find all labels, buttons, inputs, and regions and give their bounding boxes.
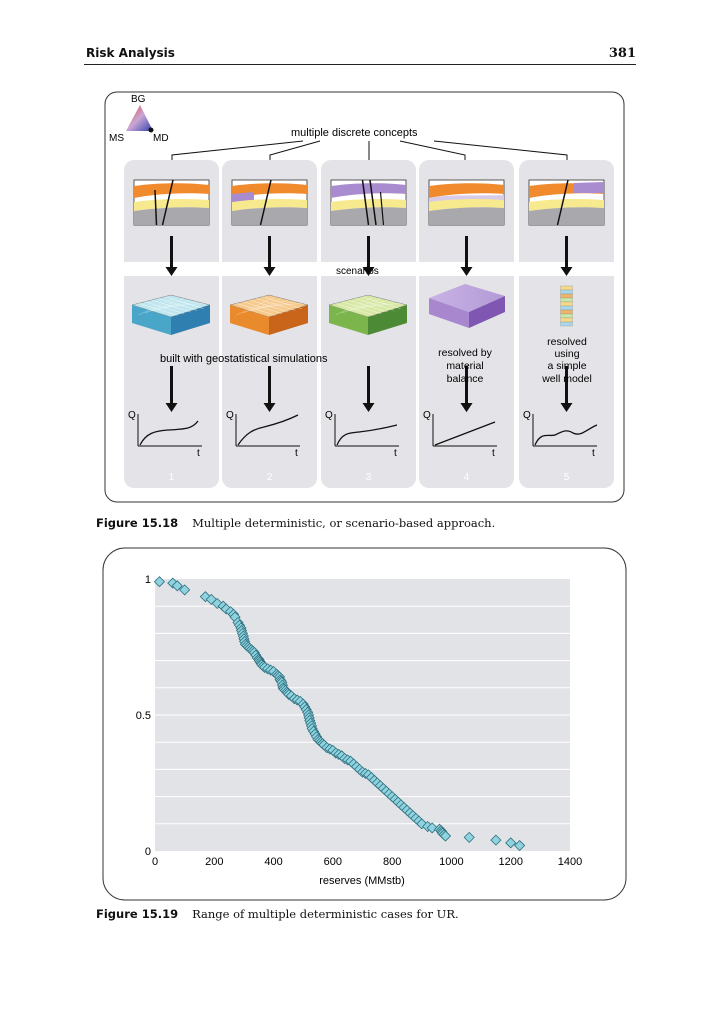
well-model-line: well model: [541, 373, 592, 385]
q-axis-label: Q: [226, 410, 234, 421]
y-tick-label: 0.5: [136, 710, 151, 722]
triangle-label-md: MD: [153, 133, 169, 144]
page-number: 381: [608, 46, 636, 61]
figure-15-19: 00.51 0 200 400 600 800 1000 1200 1400 reserves…: [102, 547, 627, 901]
material-balance-label: resolved by material balance: [438, 347, 492, 385]
t-axis-label: t: [492, 448, 495, 459]
reservoir-model-icon: [229, 294, 309, 335]
x-tick-label: 1200: [498, 856, 522, 868]
production-curve-plot: Qt: [226, 410, 300, 459]
y-tick-labels: 00.51: [136, 574, 151, 858]
y-tick-label: 0: [145, 846, 151, 858]
t-axis-label: t: [394, 448, 397, 459]
t-axis-label: t: [295, 448, 298, 459]
production-curve-plot: Qt: [128, 410, 202, 459]
scenario-column: Qt 3: [321, 160, 416, 488]
data-point: [426, 822, 438, 834]
x-tick-label: 0: [152, 856, 158, 868]
x-tick-label: 800: [383, 856, 401, 868]
reservoir-model-icon: [560, 285, 573, 327]
x-axis-label: reserves (MMstb): [319, 875, 405, 887]
caption-text: Multiple deterministic, or scenario-base…: [192, 516, 496, 530]
production-curve-plot: Qt: [325, 410, 399, 459]
column-number: 4: [464, 472, 470, 483]
caption-label: Figure 15.19: [96, 907, 179, 921]
data-point: [171, 580, 183, 592]
column-number: 2: [267, 472, 273, 483]
header-rule: [84, 64, 636, 65]
data-point: [439, 830, 452, 842]
x-tick-label: 1000: [439, 856, 463, 868]
triangle-label-ms: MS: [109, 133, 124, 144]
data-point: [505, 837, 517, 849]
gridlines: [155, 605, 570, 825]
reservoir-model-icon: [429, 284, 505, 328]
data-point: [153, 576, 166, 588]
q-axis-label: Q: [423, 410, 431, 421]
well-model-label: resolved using a simple well model: [541, 336, 592, 385]
data-point: [514, 839, 526, 852]
caption-label: Figure 15.18: [96, 516, 179, 530]
q-axis-label: Q: [523, 410, 531, 421]
data-point: [463, 831, 475, 843]
cross-section-icon: [231, 179, 308, 226]
x-tick-labels: 0 200 400 600 800 1000 1200 1400: [152, 856, 582, 868]
well-model-line: a simple: [547, 360, 586, 372]
scenarios-label: scenarios: [336, 266, 379, 277]
scenario-column: Qt 5: [519, 160, 614, 488]
column-number: 3: [366, 472, 372, 483]
t-axis-label: t: [592, 448, 595, 459]
figure-15-18: BG MS MD multiple discrete concepts Qt1Q…: [104, 91, 625, 503]
attribute-triangle-icon: [126, 105, 153, 131]
cross-section-icon: [428, 179, 505, 226]
production-curve-plot: Qt: [423, 410, 497, 459]
cross-section-icon: [528, 179, 605, 226]
scenario-column: Qt 1: [124, 160, 219, 488]
x-tick-label: 400: [264, 856, 282, 868]
triangle-marker-icon: [148, 127, 154, 133]
column-number: 5: [564, 472, 570, 483]
scenario-column: Qt 4: [419, 160, 514, 488]
geostat-label: built with geostatistical simulations: [160, 353, 328, 365]
well-model-line: resolved: [547, 336, 587, 348]
x-tick-label: 600: [324, 856, 342, 868]
caption-text: Range of multiple deterministic cases fo…: [192, 907, 459, 921]
q-axis-label: Q: [128, 410, 136, 421]
data-point: [179, 584, 191, 596]
figure-15-19-caption: Figure 15.19 Range of multiple determinis…: [96, 907, 459, 921]
x-tick-label: 1400: [558, 856, 582, 868]
reservoir-model-icon: [131, 294, 211, 335]
cross-section-icon: [330, 179, 407, 226]
data-points: [153, 576, 526, 852]
material-balance-line: balance: [447, 373, 484, 385]
concepts-label: multiple discrete concepts: [291, 127, 418, 139]
column-number: 1: [169, 472, 175, 483]
data-point: [211, 597, 223, 610]
well-model-line: using: [554, 348, 579, 360]
scenario-columns: Qt 1 Qt 2 Qt 3 Qt 4 Qt 5: [124, 160, 614, 488]
x-tick-label: 200: [205, 856, 223, 868]
reservoir-model-icon: [328, 294, 408, 335]
running-header-title: Risk Analysis: [86, 46, 175, 60]
cross-section-icon: [133, 179, 210, 226]
material-balance-line: material: [446, 360, 483, 372]
data-point: [490, 834, 502, 846]
q-axis-label: Q: [325, 410, 333, 421]
figure-15-18-caption: Figure 15.18 Multiple deterministic, or s…: [96, 516, 495, 530]
y-tick-label: 1: [145, 574, 151, 586]
triangle-label-bg: BG: [131, 94, 146, 105]
production-curve-plot: Qt: [523, 410, 598, 459]
scenario-column: Qt 2: [222, 160, 317, 488]
t-axis-label: t: [197, 448, 200, 459]
material-balance-line: resolved by: [438, 347, 492, 359]
